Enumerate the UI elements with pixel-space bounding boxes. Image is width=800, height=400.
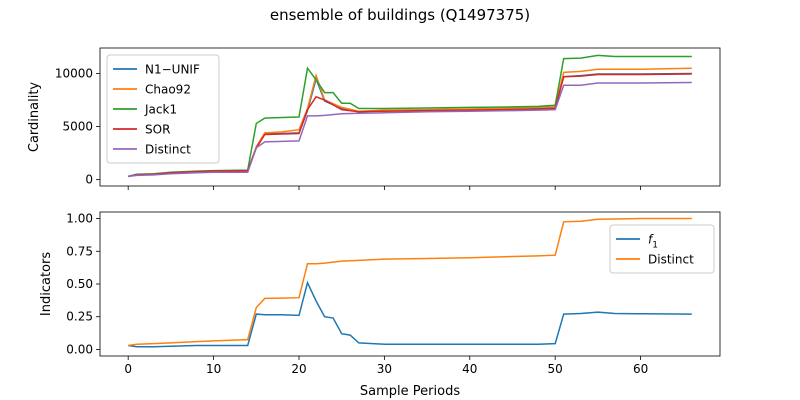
- y-tick-label: 10000: [55, 66, 93, 80]
- axes-frame: [99, 47, 721, 187]
- legend: f1 Distinct: [609, 224, 715, 274]
- indicators-panel: 0 10 20 30 40 50 60 0.00 0.25 0.50 0.75 1.00 Indicat…: [39, 212, 721, 376]
- series-line-distinct: [128, 81, 692, 178]
- legend-box: [609, 224, 715, 274]
- legend-label: SOR: [145, 123, 170, 137]
- cardinality-panel: 0 5000 10000 Cardinality N1−UNIF Chao92 Jack1 S…: [27, 47, 721, 190]
- y-tick-label: 0.75: [66, 244, 93, 258]
- x-tick-label: 0: [124, 362, 132, 376]
- y-tick-label: 0.25: [66, 310, 93, 324]
- x-tick-label: 60: [633, 362, 648, 376]
- chart-title: ensemble of buildings (Q1497375): [270, 6, 530, 24]
- legend-label: Chao92: [145, 83, 191, 97]
- y-tick-label: 0: [85, 173, 93, 187]
- legend-label: N1−UNIF: [145, 63, 200, 77]
- legend-label: Distinct: [648, 253, 694, 267]
- x-axis-label: Sample Periods: [360, 384, 460, 399]
- legend-box: [106, 54, 220, 164]
- y-axis-label: Indicators: [39, 252, 54, 316]
- legend-label: f1: [648, 233, 658, 251]
- x-tick-label: 10: [206, 362, 221, 376]
- y-tick-label: 0.50: [66, 277, 93, 291]
- series-line-sor: [128, 73, 692, 178]
- legend-label: Distinct: [145, 143, 191, 157]
- y-tick-label: 1.00: [66, 212, 93, 226]
- x-tick-label: 20: [291, 362, 306, 376]
- x-tick-label: 40: [462, 362, 477, 376]
- legend: N1−UNIF Chao92 Jack1 SOR Distinct: [106, 54, 220, 164]
- x-tick-label: 50: [548, 362, 563, 376]
- series-line-f1: [128, 280, 692, 348]
- x-tick-label: 30: [377, 362, 392, 376]
- series-line-distinct: [128, 217, 692, 347]
- y-tick-label: 0.00: [66, 342, 93, 356]
- y-axis-label: Cardinality: [27, 82, 42, 153]
- legend-label: Jack1: [144, 103, 177, 117]
- y-tick-label: 5000: [62, 120, 93, 134]
